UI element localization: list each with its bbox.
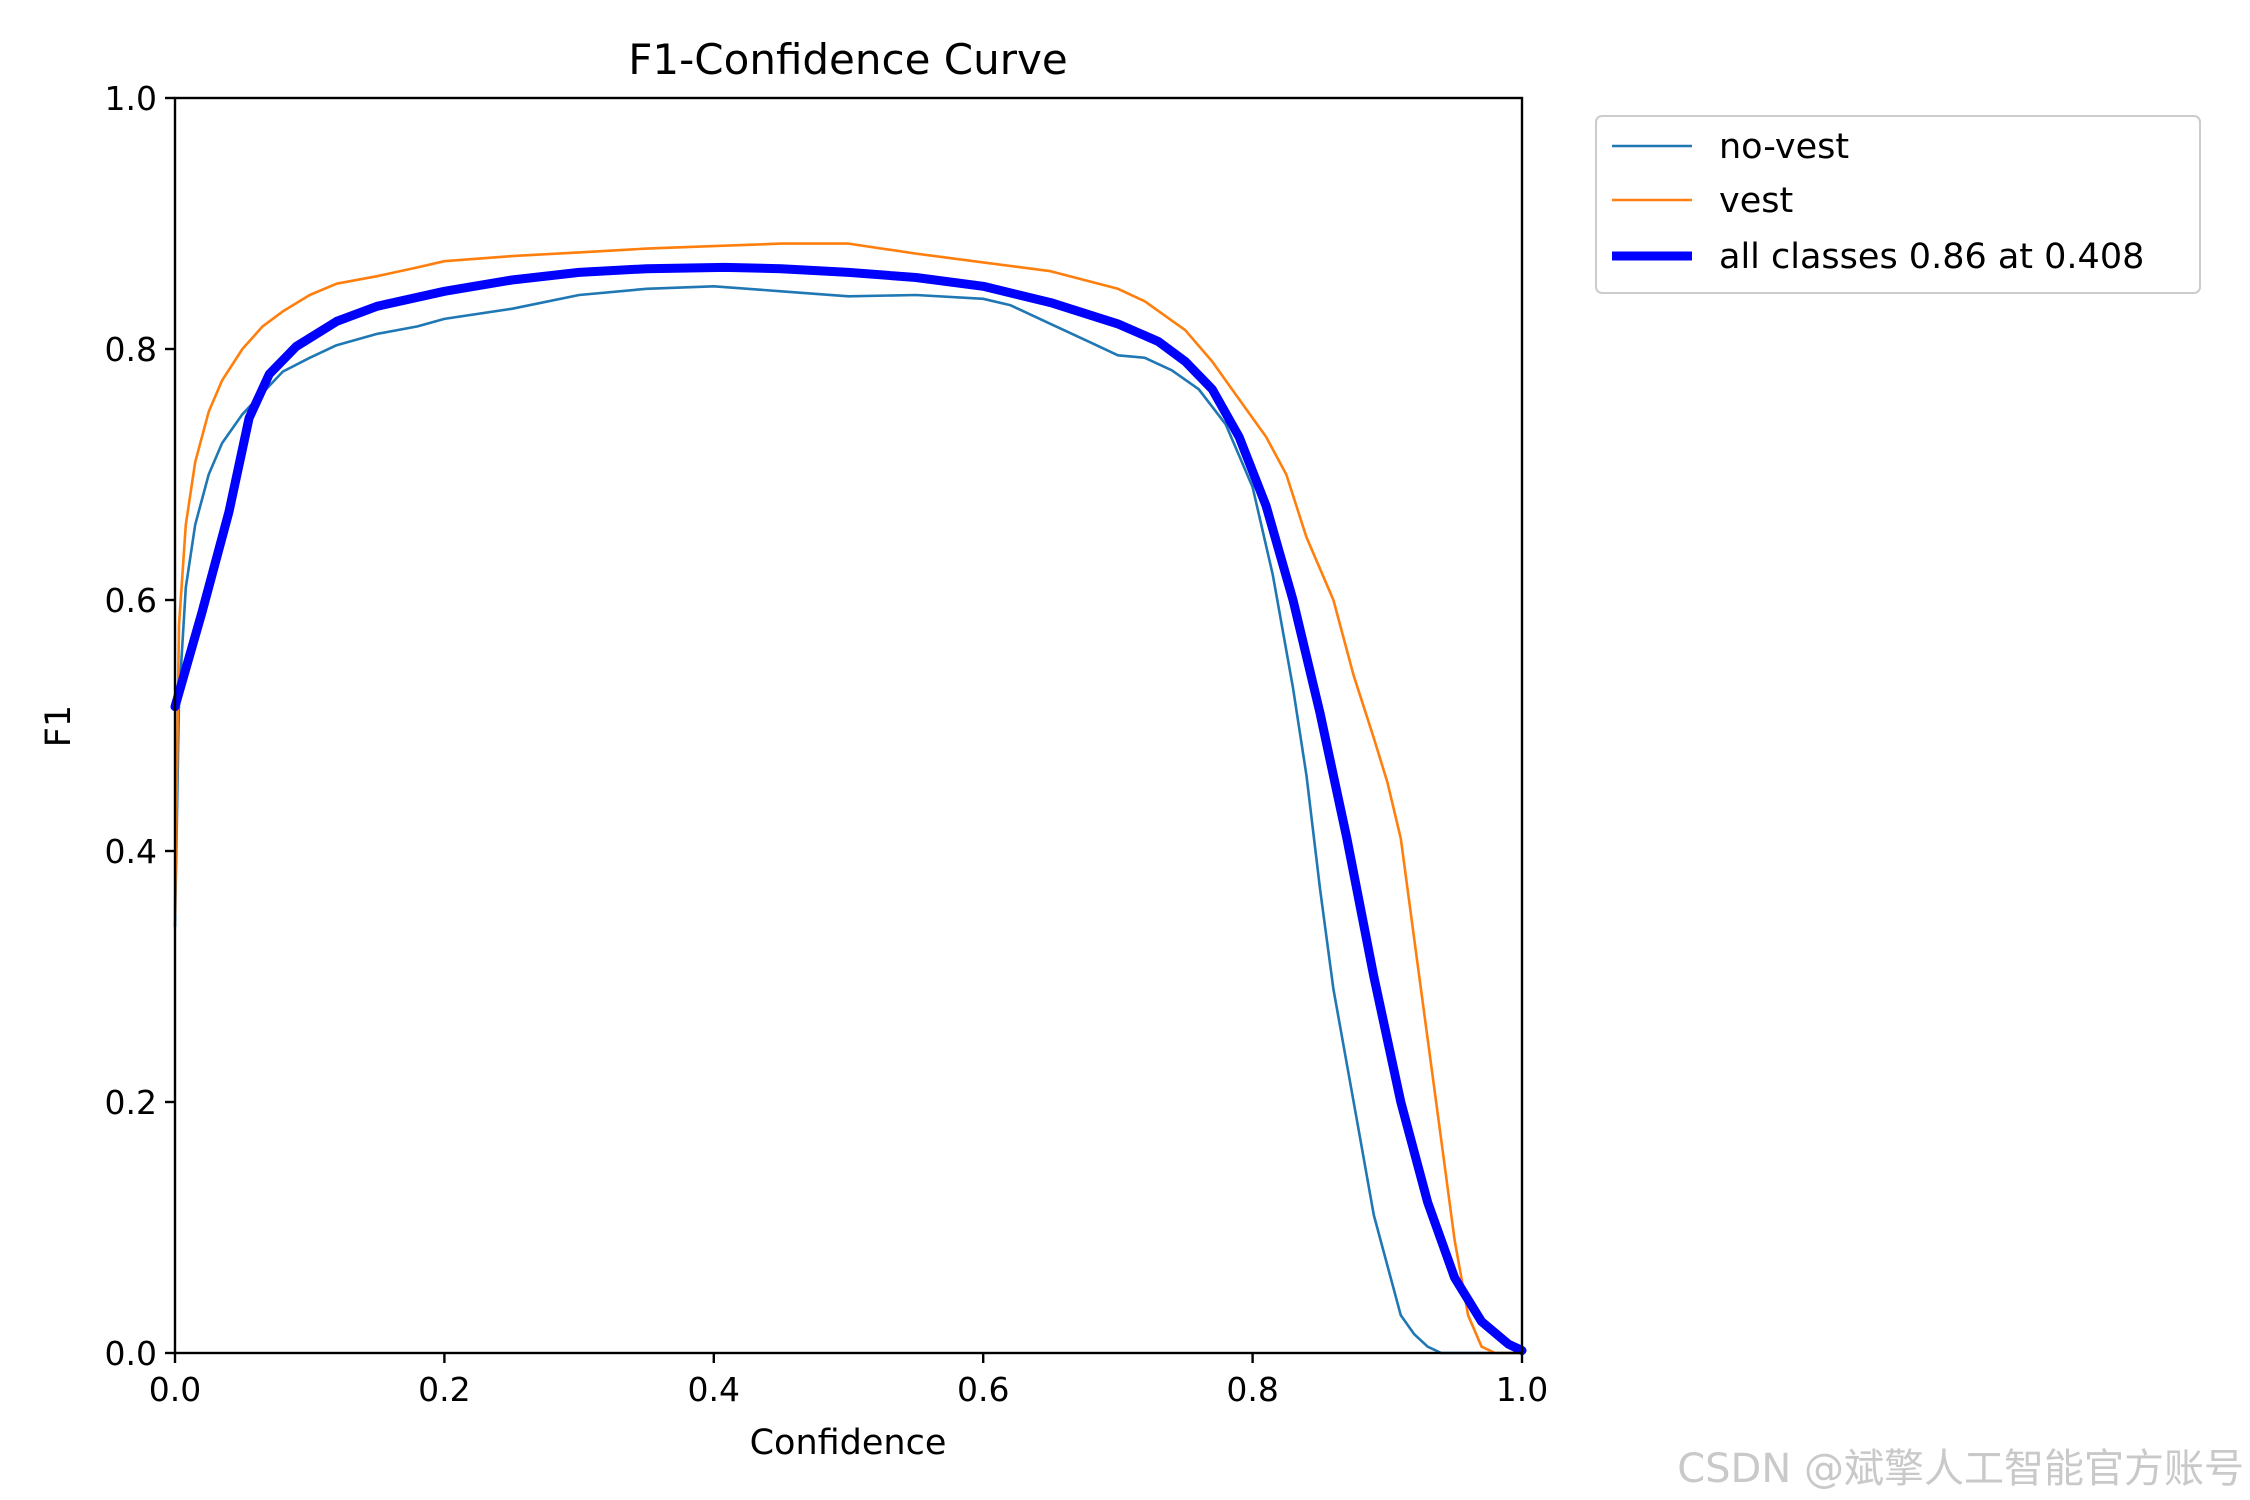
series-line-vest: [173, 242, 1524, 1355]
y-tick-label: 0.4: [105, 832, 157, 871]
legend-label-no-vest: no-vest: [1719, 127, 1849, 167]
y-axis-label: F1: [39, 705, 79, 747]
chart-title: F1-Confidence Curve: [628, 35, 1067, 84]
y-axis-ticks: 0.0 0.2 0.4 0.6 0.8 1.0: [105, 79, 175, 1373]
y-tick-label: 0.8: [105, 330, 157, 369]
plot-lines: [170, 242, 1527, 1355]
series-line-all-classes-0-86-at-0-408: [170, 262, 1527, 1355]
legend-frame: [1595, 115, 2201, 294]
legend-label-all-classes: all classes 0.86 at 0.408: [1719, 237, 2144, 277]
x-axis-ticks: 0.0 0.2 0.4 0.6 0.8 1.0: [149, 1353, 1548, 1409]
legend-label-vest: vest: [1719, 181, 1793, 221]
watermark: CSDN @斌擎人工智能官方账号: [1677, 1446, 2244, 1492]
y-tick-label: 0.6: [105, 581, 157, 620]
x-tick-label: 0.0: [149, 1370, 201, 1409]
y-tick-label: 1.0: [105, 79, 157, 118]
legend: no-vest vest all classes 0.86 at 0.408: [1595, 115, 2201, 294]
series-line-no-vest: [173, 284, 1524, 1355]
x-axis-label: Confidence: [750, 1423, 947, 1463]
x-tick-label: 1.0: [1496, 1370, 1548, 1409]
plot-frame: [173, 96, 1524, 1355]
x-tick-label: 0.2: [418, 1370, 470, 1409]
y-tick-label: 0.0: [105, 1334, 157, 1373]
x-tick-label: 0.4: [688, 1370, 740, 1409]
y-tick-label: 0.2: [105, 1083, 157, 1122]
x-tick-label: 0.6: [957, 1370, 1009, 1409]
x-tick-label: 0.8: [1226, 1370, 1278, 1409]
